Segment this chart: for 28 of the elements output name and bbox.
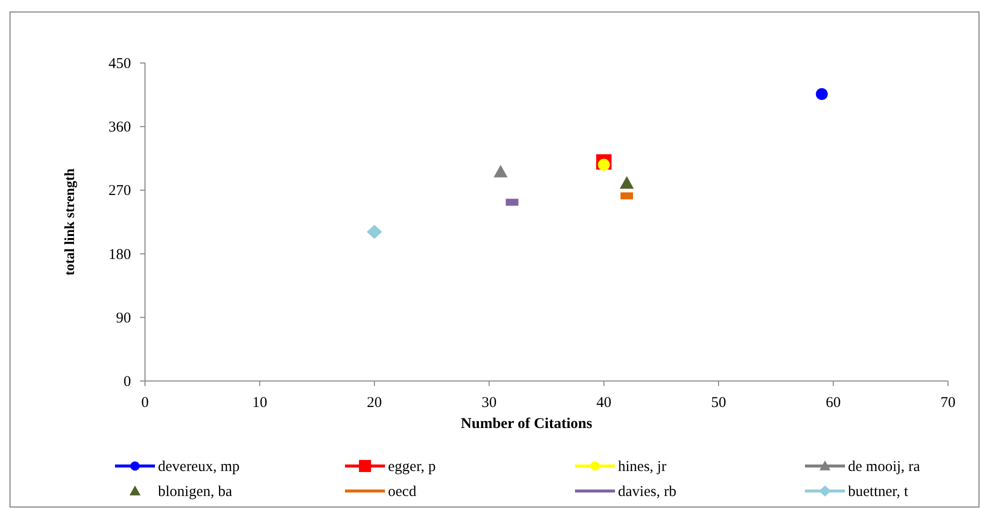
- y-axis-title: total link strength: [63, 168, 78, 276]
- legend-label: buettner, t: [848, 484, 910, 500]
- x-tick-label: 0: [141, 395, 149, 411]
- x-tick-label: 60: [826, 395, 841, 411]
- x-tick-label: 40: [596, 395, 612, 411]
- legend-label: de mooij, ra: [848, 459, 920, 475]
- legend-label: devereux, mp: [158, 459, 240, 475]
- y-tick-label: 180: [108, 246, 131, 263]
- legend-label: blonigen, ba: [158, 484, 232, 500]
- y-tick-label: 270: [108, 183, 131, 200]
- legend-label: oecd: [388, 484, 417, 500]
- x-tick-label: 50: [711, 395, 726, 411]
- y-tick-label: 90: [116, 310, 131, 326]
- legend-label: egger, p: [388, 459, 436, 475]
- point: [494, 164, 508, 178]
- x-tick-label: 20: [366, 395, 382, 411]
- point: [816, 88, 828, 100]
- point: [366, 224, 382, 239]
- point: [620, 176, 634, 189]
- x-axis-title: Number of Citations: [460, 416, 592, 432]
- x-tick-label: 70: [940, 395, 956, 411]
- legend-label: davies, rb: [618, 484, 676, 500]
- x-tick-label: 10: [252, 395, 268, 411]
- y-tick-label: 450: [108, 56, 131, 72]
- y-tick-label: 360: [108, 120, 131, 136]
- legend-label: hines, jr: [618, 459, 666, 475]
- x-tick-label: 30: [482, 395, 497, 411]
- y-tick-label: 0: [124, 374, 131, 390]
